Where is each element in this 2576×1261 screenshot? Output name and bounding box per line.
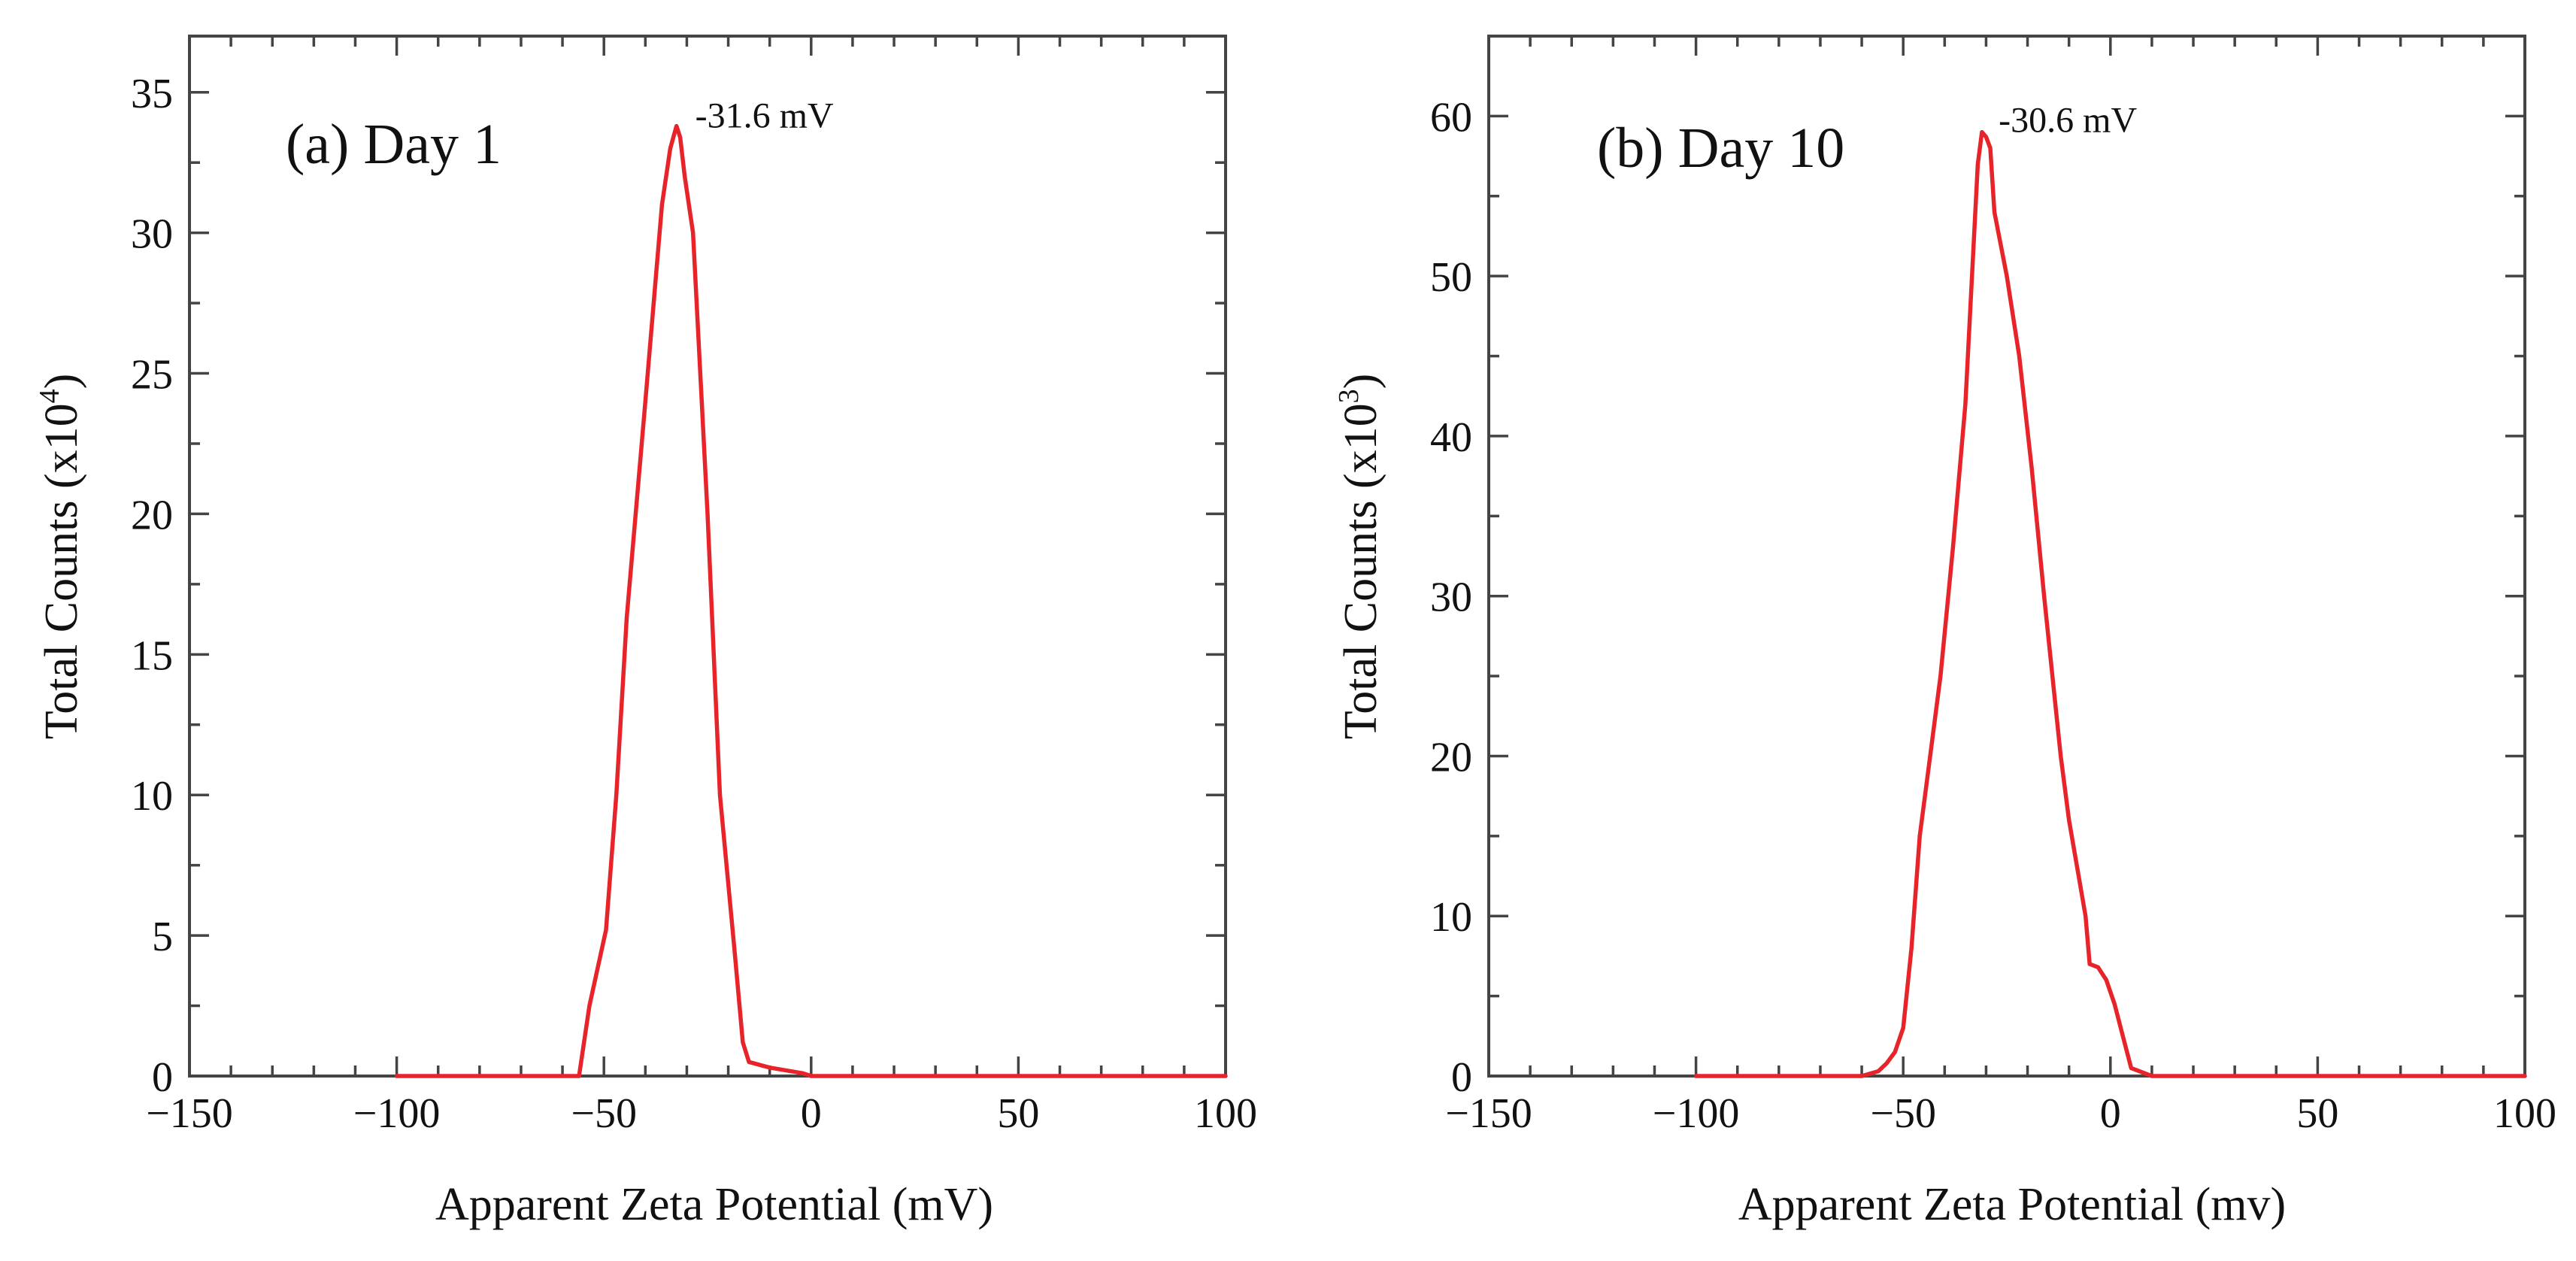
x-tick-label: 100 (2493, 1090, 2556, 1137)
y-tick-label: 35 (131, 71, 173, 117)
panel-b-x-axis-title: Apparent Zeta Potential (mv) (1738, 1179, 2286, 1230)
y-tick-label: 0 (152, 1054, 173, 1101)
panel-a-y-axis-title-end: ) (36, 374, 87, 390)
panel-a-peak-label: -31.6 mV (696, 96, 834, 136)
x-tick-label: −50 (571, 1090, 637, 1137)
x-tick-label: 50 (2296, 1090, 2338, 1137)
panel-a-plot-frame (188, 35, 1227, 1078)
panel-a-tick-marks (188, 36, 1227, 1078)
y-tick-label: 10 (1430, 894, 1472, 941)
y-tick-label: 60 (1430, 94, 1472, 141)
y-tick-label: 5 (152, 914, 173, 960)
y-tick-label: 40 (1430, 414, 1472, 461)
panel-a-y-axis-title-exponent: 4 (34, 389, 65, 403)
y-tick-label: 25 (131, 352, 173, 399)
panel-b-y-tick-labels: 0 10 20 30 40 50 60 (1430, 94, 1472, 1101)
y-tick-label: 30 (131, 211, 173, 258)
y-tick-label: 20 (1430, 734, 1472, 781)
x-tick-label: 100 (1194, 1090, 1257, 1137)
panel-b-y-axis-title: Total Counts (x103) (1333, 374, 1386, 740)
panel-a-y-axis-title: Total Counts (x104) (34, 374, 87, 740)
x-tick-label: −150 (146, 1090, 233, 1137)
x-tick-label: −100 (1653, 1090, 1740, 1137)
panel-b-plot-frame (1487, 35, 2526, 1078)
y-tick-label: 10 (131, 773, 173, 820)
panel-a-x-axis-title: Apparent Zeta Potential (mV) (435, 1179, 993, 1230)
panel-a-x-tick-labels: −150 −100 −50 0 50 100 (146, 1090, 1257, 1137)
y-tick-label: 0 (1451, 1054, 1472, 1101)
panel-b-y-axis-title-exponent: 3 (1333, 389, 1365, 403)
panel-b-y-axis-title-end: ) (1335, 374, 1386, 390)
panel-b-day-10: −150 −100 −50 0 50 100 0 10 20 30 40 50 60 (b) Day … (1333, 35, 2556, 1230)
x-tick-label: 50 (997, 1090, 1039, 1137)
panel-a-day-1: −150 −100 −50 0 50 100 0 5 10 15 20 25 30 35 (a) Day… (34, 35, 1257, 1230)
y-tick-label: 20 (131, 492, 173, 538)
y-tick-label: 50 (1430, 254, 1472, 301)
panel-b-peak-label: -30.6 mV (1999, 101, 2137, 141)
x-tick-label: −50 (1870, 1090, 1936, 1137)
y-tick-label: 15 (131, 632, 173, 679)
y-tick-label: 30 (1430, 574, 1472, 621)
x-tick-label: −150 (1445, 1090, 1532, 1137)
panel-a-y-axis-title-main: Total Counts (x10 (36, 403, 87, 739)
panel-b-series-line (1693, 129, 2527, 1078)
panel-b-tick-marks (1487, 36, 2526, 1078)
panel-b-y-axis-title-main: Total Counts (x10 (1335, 403, 1386, 739)
x-tick-label: −100 (353, 1090, 441, 1137)
panel-a-label: (a) Day 1 (286, 113, 502, 176)
panel-a-series-line (394, 123, 1228, 1078)
x-tick-label: 0 (2100, 1090, 2121, 1137)
panel-b-x-tick-labels: −150 −100 −50 0 50 100 (1445, 1090, 2556, 1137)
panel-b-label: (b) Day 10 (1597, 117, 1844, 180)
panel-a-y-tick-labels: 0 5 10 15 20 25 30 35 (131, 71, 173, 1101)
x-tick-label: 0 (801, 1090, 822, 1137)
